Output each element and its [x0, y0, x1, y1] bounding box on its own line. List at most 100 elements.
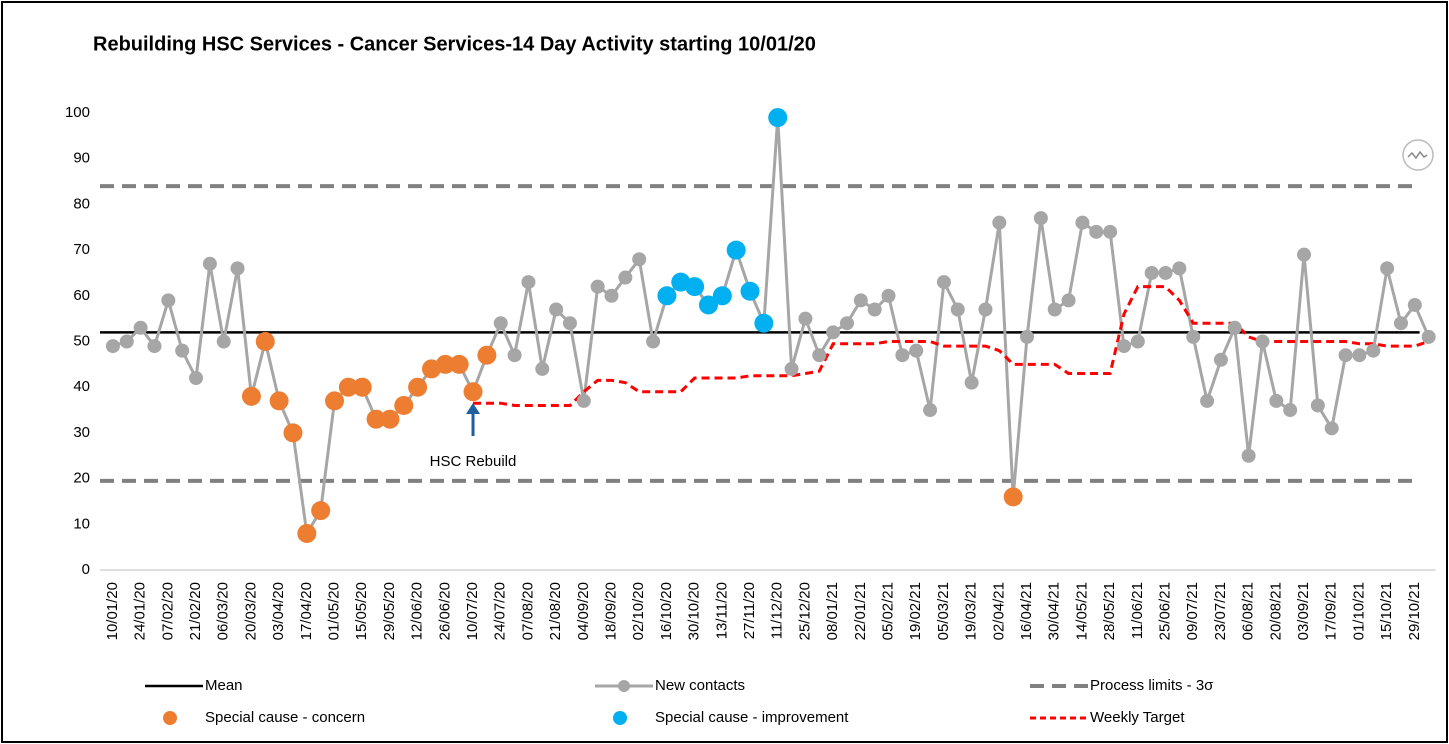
data-point	[449, 354, 469, 374]
data-point	[590, 279, 605, 294]
data-point	[1116, 339, 1131, 354]
data-point	[1227, 320, 1242, 335]
series-line	[473, 285, 1430, 407]
x-tick-label: 25/12/20	[796, 582, 813, 640]
x-tick-label: 30/10/20	[686, 582, 703, 640]
data-point	[867, 302, 882, 317]
x-tick-label: 06/08/21	[1240, 582, 1257, 640]
x-tick-label: 11/06/21	[1129, 582, 1146, 639]
data-point	[311, 501, 331, 521]
data-point	[881, 288, 896, 303]
legend-swatch	[163, 711, 177, 725]
x-tick-label: 05/03/21	[935, 582, 952, 640]
data-point	[1393, 316, 1408, 331]
data-point	[241, 386, 261, 406]
data-point	[964, 375, 979, 390]
x-tick-label: 07/02/20	[159, 582, 176, 640]
legend-label: Weekly Target	[1090, 709, 1185, 726]
data-point	[726, 240, 746, 260]
x-tick-label: 17/09/21	[1323, 582, 1340, 640]
x-tick-label: 16/04/21	[1018, 582, 1035, 640]
x-tick-label: 12/06/20	[409, 582, 426, 640]
data-point	[463, 382, 483, 402]
data-point	[992, 215, 1007, 230]
x-tick-label: 06/03/20	[215, 582, 232, 640]
data-point	[338, 377, 358, 397]
x-tick-label: 24/01/20	[132, 582, 149, 640]
x-tick-label: 20/03/20	[242, 582, 259, 640]
data-point	[740, 281, 760, 301]
data-point	[632, 252, 647, 267]
data-point	[923, 403, 938, 418]
x-tick-label: 19/02/21	[907, 582, 924, 640]
data-point	[435, 354, 455, 374]
data-point	[1283, 403, 1298, 418]
x-tick-label: 11/12/20	[769, 582, 786, 639]
legend-swatch-marker	[618, 680, 630, 692]
x-tick-label: 02/04/21	[990, 582, 1007, 640]
x-tick-label: 20/08/21	[1267, 582, 1284, 640]
data-point	[255, 332, 275, 351]
data-point	[366, 409, 386, 429]
x-tick-label: 07/08/20	[519, 582, 536, 640]
y-tick-label: 20	[73, 470, 90, 487]
y-tick-label: 80	[73, 195, 90, 212]
legend-swatch	[613, 711, 627, 725]
data-point	[1380, 261, 1395, 276]
x-tick-label: 27/11/20	[741, 582, 758, 639]
y-tick-label: 10	[73, 515, 90, 532]
legend-label: Process limits - 3σ	[1090, 677, 1214, 694]
data-point	[1061, 293, 1076, 308]
data-point	[1324, 421, 1339, 436]
data-point	[978, 302, 993, 317]
data-point	[1421, 329, 1436, 344]
legend-label: Special cause - concern	[205, 709, 365, 726]
x-tick-label: 29/05/20	[381, 582, 398, 640]
data-point	[283, 423, 303, 443]
data-point	[297, 523, 317, 543]
data-point	[1352, 348, 1367, 363]
data-point	[549, 302, 564, 317]
data-point	[1297, 247, 1312, 262]
data-point	[1047, 302, 1062, 317]
x-tick-label: 15/05/20	[353, 582, 370, 640]
legend-label: Special cause - improvement	[655, 709, 849, 726]
data-point	[798, 311, 813, 326]
data-point	[1255, 334, 1270, 349]
x-tick-label: 24/07/20	[492, 582, 509, 640]
x-tick-label: 30/04/21	[1046, 582, 1063, 640]
data-point	[853, 293, 868, 308]
data-point	[380, 409, 400, 429]
x-tick-label: 26/06/20	[436, 582, 453, 640]
data-point	[1003, 487, 1023, 507]
data-point	[477, 345, 497, 365]
chart-title: Rebuilding HSC Services - Cancer Service…	[93, 33, 816, 55]
data-point	[1213, 352, 1228, 367]
x-tick-label: 10/07/20	[464, 582, 481, 640]
data-point	[1186, 329, 1201, 344]
x-tick-label: 14/05/21	[1073, 582, 1090, 640]
x-tick-label: 21/08/20	[547, 582, 564, 640]
data-point	[784, 361, 799, 376]
data-point	[646, 334, 661, 349]
y-tick-label: 40	[73, 378, 90, 395]
x-tick-label: 17/04/20	[298, 582, 315, 640]
x-tick-label: 28/05/21	[1101, 582, 1118, 640]
data-point	[768, 108, 788, 128]
y-tick-label: 100	[65, 104, 90, 121]
data-point	[576, 393, 591, 408]
data-point	[216, 334, 231, 349]
data-point	[1200, 393, 1215, 408]
annotation-text: HSC Rebuild	[430, 453, 517, 470]
x-tick-label: 02/10/20	[630, 582, 647, 640]
data-point	[325, 391, 345, 411]
data-point	[562, 316, 577, 331]
y-tick-label: 0	[82, 561, 90, 578]
y-tick-label: 50	[73, 332, 90, 349]
y-tick-label: 90	[73, 150, 90, 167]
x-tick-label: 19/03/21	[963, 582, 980, 640]
x-tick-label: 16/10/20	[658, 582, 675, 640]
data-point	[812, 348, 827, 363]
